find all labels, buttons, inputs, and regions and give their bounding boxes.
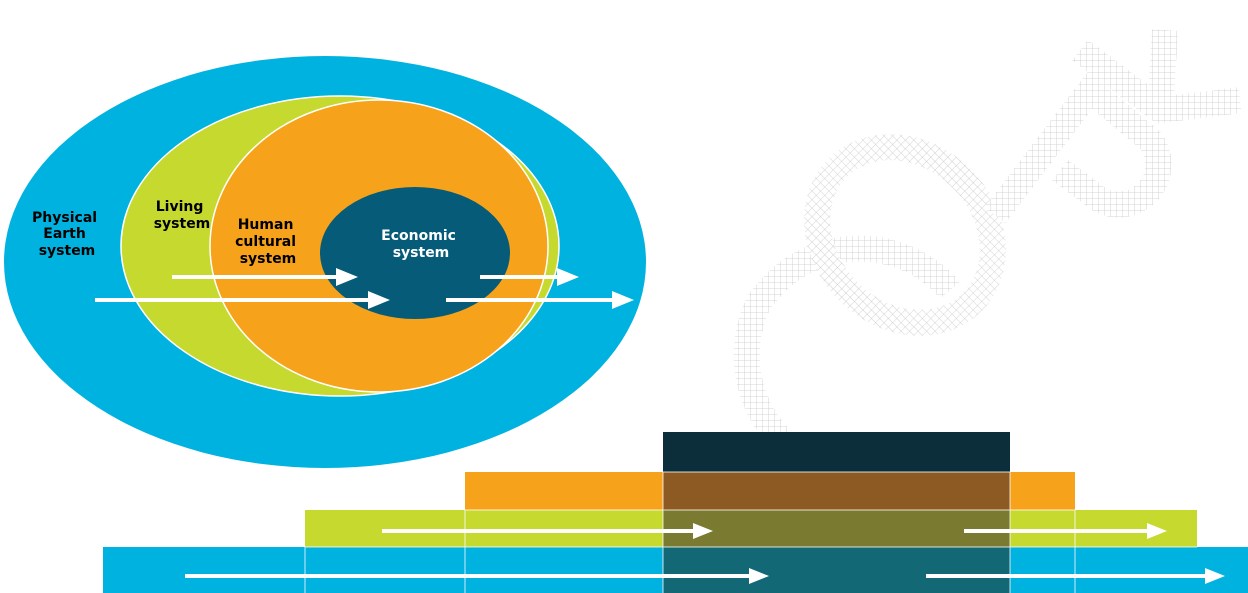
arrow-living-out: [480, 275, 558, 279]
arrow-living-in-head: [336, 268, 358, 286]
bar-arrow-physical-out: [926, 574, 1206, 578]
physical-earth-system-label: Physical Earth system: [32, 210, 102, 259]
bar-arrow-living-out: [964, 529, 1148, 533]
economic-overlay-living: [663, 510, 1010, 547]
economic-overlay-cultural: [663, 472, 1010, 510]
arrow-physical-in-head: [368, 291, 390, 309]
watermark-letter-y: [1072, 29, 1242, 124]
bar-arrow-physical-in: [185, 574, 750, 578]
bar-arrow-living-out-head: [1147, 523, 1167, 539]
bar-arrows: [185, 523, 1225, 584]
economic-system-label: Economic system: [381, 228, 461, 261]
bar-arrow-physical-in-head: [749, 568, 769, 584]
watermark-copy: [733, 29, 1242, 483]
watermark-letter-p: [984, 71, 1172, 223]
living-system-label: Living system: [154, 199, 211, 232]
stacked-bars: [103, 432, 1248, 593]
arrow-physical-in: [95, 298, 369, 302]
economic-system-ellipse: [320, 187, 510, 319]
economic-bar-top: [663, 432, 1010, 472]
ellipse-arrows: [95, 268, 634, 309]
bar-arrow-physical-out-head: [1205, 568, 1225, 584]
economic-overlay-physical: [663, 547, 1010, 593]
arrow-living-in: [172, 275, 338, 279]
arrow-physical-out: [446, 298, 613, 302]
bar-dividers: [304, 471, 1197, 593]
bar-arrow-living-in-head: [693, 523, 713, 539]
human-cultural-system-label: Human cultural system: [235, 217, 301, 267]
arrow-living-out-head: [557, 268, 579, 286]
watermark-letter-o: [804, 134, 1006, 336]
bar-arrow-living-in: [382, 529, 694, 533]
nested-ellipses: Physical Earth system Living system Huma…: [4, 56, 646, 468]
arrow-physical-out-head: [612, 291, 634, 309]
